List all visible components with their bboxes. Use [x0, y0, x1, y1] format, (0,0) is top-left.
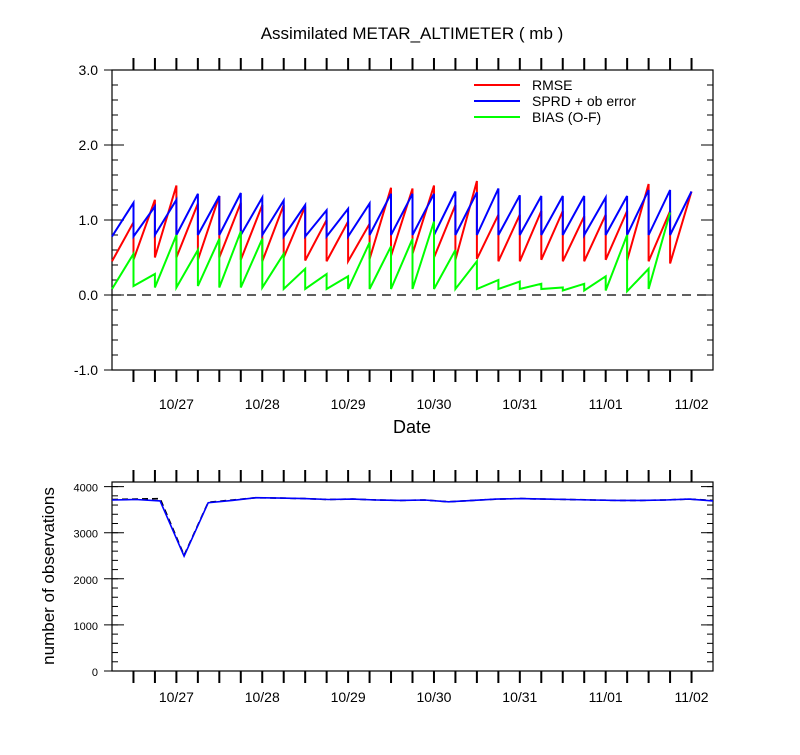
top-x-tick-label: 10/28: [245, 396, 280, 412]
series-line-sprd: [111, 188, 693, 240]
obs-x-tick-label: 10/29: [331, 689, 366, 705]
legend-label-bias: BIAS (O-F): [532, 109, 601, 125]
series-line-bias: [111, 212, 672, 294]
top-x-tick-label: 11/02: [675, 396, 709, 412]
obs-x-tick-label: 11/02: [675, 689, 709, 705]
bottom-panel: 0 1000 2000 3000 4000 10/27 10/28 10/29 10/30 10/…: [74, 470, 714, 705]
series-line-rmse: [111, 180, 693, 266]
obs-x-tick-label: 10/31: [502, 689, 537, 705]
top-x-tick-label: 10/29: [331, 396, 366, 412]
obs-assimilated-line: [111, 496, 714, 559]
top-y-tick-label: 1.0: [79, 212, 99, 228]
top-x-tick-label: 10/31: [502, 396, 537, 412]
top-y-tick-label: 0.0: [79, 287, 99, 303]
obs-y-tick-label: 3000: [74, 529, 98, 541]
obs-y-tick-label: 4000: [74, 483, 98, 495]
obs-y-tick-label: 1000: [74, 621, 98, 633]
x-axis-label: Date: [393, 417, 431, 437]
obs-y-tick-label: 2000: [74, 575, 98, 587]
obs-x-tick-label: 10/27: [159, 689, 194, 705]
obs-x-tick-label: 10/28: [245, 689, 280, 705]
legend: RMSE SPRD + ob error BIAS (O-F): [474, 77, 636, 125]
obs-x-tick-label: 10/30: [416, 689, 451, 705]
obs-x-tick-label: 11/01: [589, 689, 623, 705]
obs-y-tick-label: 0: [92, 667, 98, 679]
top-y-tick-label: -1.0: [74, 362, 98, 378]
chart-title: Assimilated METAR_ALTIMETER ( mb ): [261, 24, 564, 43]
top-x-tick-label: 10/27: [159, 396, 194, 412]
obs-y-axis-label: number of observations: [39, 487, 58, 665]
top-x-tick-label: 11/01: [589, 396, 623, 412]
top-y-tick-label: 3.0: [79, 62, 99, 78]
legend-label-sprd: SPRD + ob error: [532, 93, 636, 109]
legend-label-rmse: RMSE: [532, 77, 572, 93]
top-y-tick-label: 2.0: [79, 137, 99, 153]
top-panel: -1.0 0.0 1.0 2.0 3.0 10/27 10/28 10/29 10/30 10/3…: [74, 58, 714, 412]
top-x-tick-label: 10/30: [416, 396, 451, 412]
